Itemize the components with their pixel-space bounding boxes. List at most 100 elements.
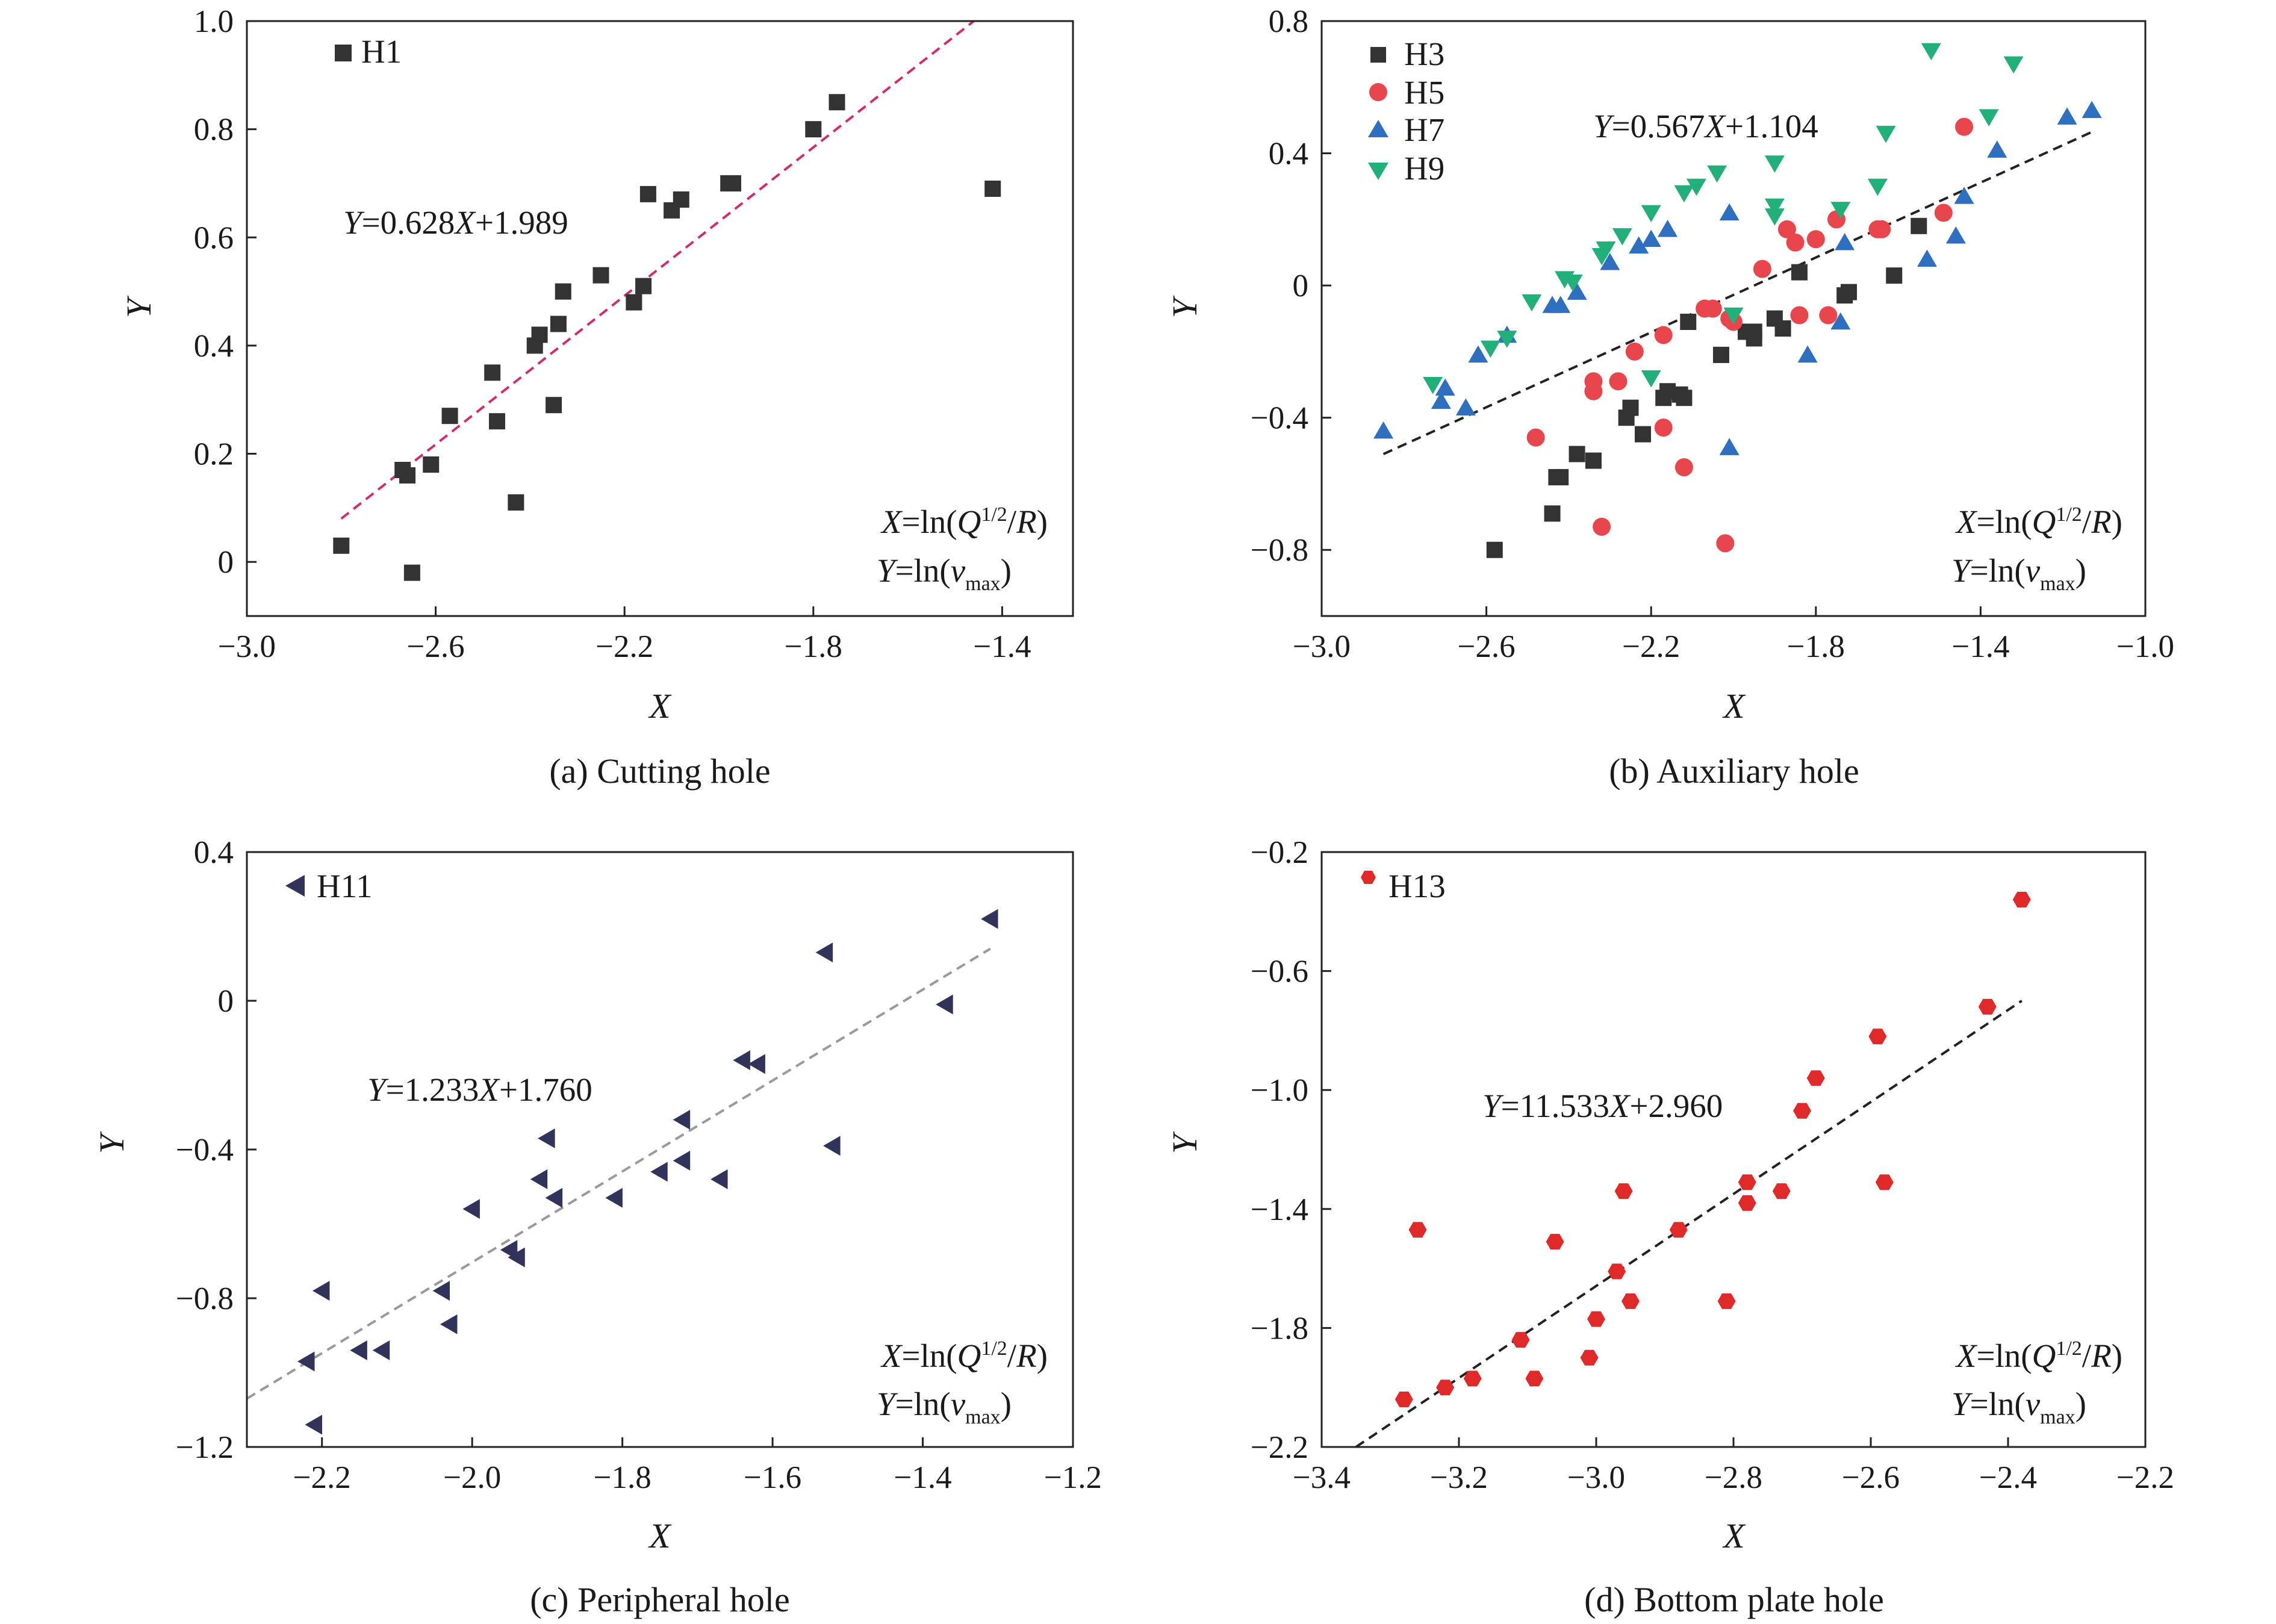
panel-a-point-h1-5 (441, 408, 458, 425)
panel-b-legend-label-h9: H9 (1404, 150, 1444, 187)
panel-b-point-h3-13 (1680, 313, 1697, 330)
panel-c-point-h11-2 (312, 1281, 330, 1301)
panel-a-regression-line (340, 20, 975, 520)
panel-d-point-h13-21 (1978, 998, 1997, 1015)
panel-a-caption: (a) Cutting hole (549, 751, 770, 791)
panel-b-point-h3-4 (1569, 446, 1585, 462)
panel-b-point-h3-14 (1712, 346, 1729, 363)
panel-a-point-h1-16 (635, 278, 652, 294)
panel-a-point-h1-6 (484, 364, 501, 381)
panel-b-fit-equation: Y=0.567X+1.104 (1593, 108, 1818, 145)
panel-c-y-axis-label: Y (92, 1131, 131, 1154)
panel-d-point-h13-1 (1408, 1222, 1427, 1238)
panel-d: −3.4 −3.2 −3.0 −2.8 −2.6 −2.4 −2.2 −2.2 −1.8 −1.4… (1165, 835, 2174, 1619)
panel-c-x-tick-label: −2.0 (443, 1460, 501, 1495)
panel-b-point-h9-14 (1723, 307, 1744, 325)
panel-a-point-h1-14 (592, 267, 609, 284)
panel-c-point-h11-1 (305, 1414, 323, 1435)
panel-b-x-tick-label: −2.6 (1458, 629, 1516, 664)
panel-b-point-h7-23 (2082, 101, 2102, 118)
panel-d-point-h13-8 (1587, 1311, 1605, 1327)
panel-b-x-tick-label: −2.2 (1622, 629, 1680, 664)
panel-b-point-h9-0 (1423, 377, 1443, 394)
panel-c-point-h11-5 (432, 1281, 450, 1301)
panel-d-formula-x: X=ln(Q1/2/R) (1955, 1337, 2122, 1374)
panel-a-formula-x: X=ln(Q1/2/R) (880, 503, 1048, 540)
panel-c-formula-y: Y=ln(vmax) (877, 1386, 1012, 1428)
panel-b-point-h7-8 (1567, 282, 1587, 300)
panel-a-legend-label-h1: H1 (361, 33, 402, 70)
panel-c-x-tick-label: −2.2 (293, 1460, 351, 1495)
panel-c-y-tick-label: −0.4 (176, 1133, 234, 1168)
panel-b-point-h3-5 (1585, 452, 1602, 469)
panel-b-point-h5-3 (1593, 517, 1611, 536)
panel-a-point-h1-12 (550, 316, 567, 332)
panel-b-point-h5-22 (1873, 220, 1891, 238)
panel-a-point-h1-24 (984, 180, 1001, 197)
panel-c-point-h11-0 (297, 1351, 315, 1372)
panel-b-point-h5-6 (1654, 326, 1673, 344)
panel-a-point-h1-10 (531, 326, 548, 343)
panel-d-x-tick-label: −2.4 (1979, 1460, 2037, 1495)
panel-b-legend-marker-h3 (1370, 47, 1386, 63)
panel-c-fit-equation: Y=1.233X+1.760 (367, 1071, 592, 1108)
panel-a-point-h1-19 (673, 191, 689, 208)
panel-d-point-h13-9 (1608, 1263, 1626, 1280)
panel-b-point-h7-21 (1987, 140, 2007, 158)
panel-a-x-tick-label: −3.0 (218, 629, 276, 664)
panel-d-y-axis-label: Y (1165, 1131, 1204, 1154)
panel-d-point-h13-0 (1395, 1391, 1413, 1407)
panel-d-y-tick-label: −1.8 (1251, 1311, 1308, 1346)
panel-b-point-h9-21 (1921, 43, 1941, 61)
panel-b-plot-frame (1320, 20, 2147, 617)
panel-b-point-h9-19 (1867, 178, 1888, 196)
panel-b-legend-label-h7: H7 (1404, 111, 1444, 148)
panel-b-point-h5-5 (1625, 342, 1644, 361)
panel-b-point-h3-19 (1774, 320, 1791, 337)
panel-b-point-h7-17 (1830, 312, 1851, 330)
panel-c-y-tick-label: 0.4 (194, 835, 234, 870)
panel-a-plot-frame (246, 20, 1074, 617)
panel-b-point-h3-1 (1544, 505, 1561, 522)
panel-d-points (1395, 892, 2031, 1407)
panel-a-legend: H1 (335, 33, 402, 70)
panel-c-legend-marker-h11 (285, 875, 305, 897)
panel-a-point-h1-23 (829, 94, 845, 111)
panel-a-point-h1-11 (546, 397, 562, 414)
panel-a-y-tick-label: 0.2 (194, 437, 234, 472)
panel-b-point-h9-13 (1707, 165, 1727, 183)
panel-b-point-h3-0 (1486, 541, 1503, 558)
panel-d-point-h13-16 (1772, 1183, 1791, 1199)
panel-c-point-h11-10 (530, 1169, 548, 1189)
panel-d-point-h13-5 (1525, 1370, 1544, 1387)
panel-d-caption: (d) Bottom plate hole (1584, 1580, 1884, 1619)
panel-d-y-tick-label: −0.2 (1251, 835, 1308, 870)
panel-c-legend: H11 (285, 868, 373, 904)
panel-c-legend-label-h11: H11 (317, 868, 373, 904)
panel-d-point-h13-13 (1717, 1293, 1736, 1309)
panel-b-formula-box: X=ln(Q1/2/R) Y=ln(vmax) (1951, 503, 2122, 595)
panel-d-y-tick-label: −2.2 (1251, 1430, 1308, 1465)
panel-c-regression-line (246, 947, 991, 1400)
panel-b-legend-marker-h7 (1368, 120, 1388, 137)
panel-b-point-h7-16 (1835, 233, 1855, 250)
panel-a-point-h1-13 (555, 283, 571, 300)
panel-d-x-tick-label: −3.2 (1430, 1460, 1488, 1495)
panel-d-point-h13-19 (1868, 1028, 1887, 1045)
panel-d-point-h13-22 (2012, 892, 2031, 908)
panel-b-point-h9-20 (1876, 125, 1896, 143)
panel-b-point-h3-20 (1791, 264, 1808, 281)
panel-b-point-h3-24 (1911, 217, 1927, 234)
panel-a-y-tick-label: 0 (218, 545, 234, 580)
panel-a-point-h1-2 (399, 467, 416, 484)
panel-b-point-h5-8 (1674, 458, 1693, 476)
panel-b-point-h9-23 (2003, 56, 2024, 74)
panel-d-point-h13-11 (1621, 1293, 1640, 1309)
panel-c-point-h11-12 (545, 1187, 563, 1208)
panel-a-point-h1-22 (805, 121, 822, 138)
panel-c-point-h11-7 (462, 1199, 480, 1219)
panel-b-point-h9-7 (1596, 241, 1616, 259)
panel-b-point-h7-1 (1431, 391, 1451, 409)
panel-a-x-tick-label: −2.2 (595, 629, 653, 664)
panel-b-point-h5-10 (1703, 299, 1722, 318)
